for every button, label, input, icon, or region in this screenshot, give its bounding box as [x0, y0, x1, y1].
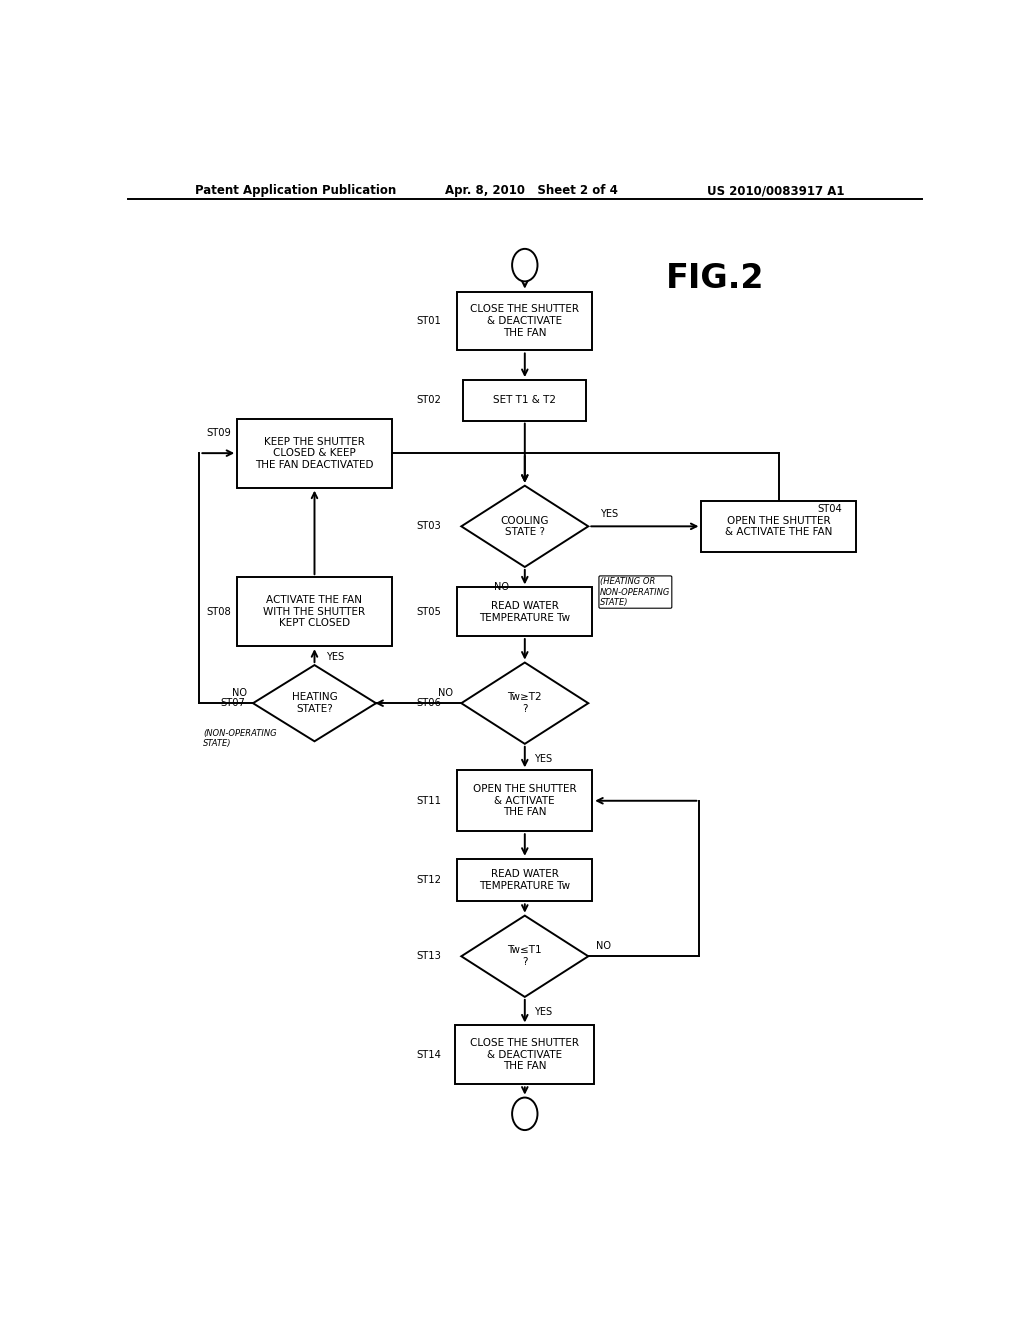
Text: ST04: ST04 — [817, 504, 842, 513]
Polygon shape — [461, 663, 588, 744]
Text: READ WATER
TEMPERATURE Tw: READ WATER TEMPERATURE Tw — [479, 870, 570, 891]
Text: NO: NO — [494, 582, 509, 593]
Text: ST14: ST14 — [417, 1049, 441, 1060]
Text: FIG.2: FIG.2 — [666, 261, 765, 294]
Text: Tw≤T1
?: Tw≤T1 ? — [508, 945, 542, 968]
Text: ST08: ST08 — [207, 607, 231, 616]
Text: ST09: ST09 — [206, 428, 231, 438]
Text: Apr. 8, 2010   Sheet 2 of 4: Apr. 8, 2010 Sheet 2 of 4 — [445, 185, 618, 198]
Text: YES: YES — [535, 754, 553, 764]
Polygon shape — [461, 916, 588, 997]
Text: Patent Application Publication: Patent Application Publication — [196, 185, 396, 198]
Text: ST12: ST12 — [417, 875, 441, 884]
FancyBboxPatch shape — [458, 587, 592, 636]
Text: (NON-OPERATING
STATE): (NON-OPERATING STATE) — [204, 729, 278, 748]
FancyBboxPatch shape — [238, 418, 392, 487]
FancyBboxPatch shape — [458, 859, 592, 902]
Text: OPEN THE SHUTTER
& ACTIVATE THE FAN: OPEN THE SHUTTER & ACTIVATE THE FAN — [725, 516, 833, 537]
Text: HEATING
STATE?: HEATING STATE? — [292, 693, 337, 714]
Text: ST05: ST05 — [417, 607, 441, 616]
Text: ST11: ST11 — [417, 796, 441, 805]
FancyBboxPatch shape — [463, 380, 587, 421]
Text: ST01: ST01 — [417, 315, 441, 326]
FancyBboxPatch shape — [458, 292, 592, 351]
FancyBboxPatch shape — [701, 500, 856, 552]
Text: READ WATER
TEMPERATURE Tw: READ WATER TEMPERATURE Tw — [479, 601, 570, 623]
Text: ST06: ST06 — [417, 698, 441, 709]
Text: ST02: ST02 — [417, 395, 441, 405]
FancyBboxPatch shape — [458, 771, 592, 832]
Text: YES: YES — [535, 1007, 553, 1018]
Text: OPEN THE SHUTTER
& ACTIVATE
THE FAN: OPEN THE SHUTTER & ACTIVATE THE FAN — [473, 784, 577, 817]
Text: ST03: ST03 — [417, 521, 441, 532]
Text: CLOSE THE SHUTTER
& DEACTIVATE
THE FAN: CLOSE THE SHUTTER & DEACTIVATE THE FAN — [470, 1039, 580, 1072]
Text: Tw≥T2
?: Tw≥T2 ? — [508, 693, 542, 714]
Text: COOLING
STATE ?: COOLING STATE ? — [501, 516, 549, 537]
Polygon shape — [253, 665, 376, 742]
Text: NO: NO — [438, 688, 454, 698]
Text: ACTIVATE THE FAN
WITH THE SHUTTER
KEPT CLOSED: ACTIVATE THE FAN WITH THE SHUTTER KEPT C… — [263, 595, 366, 628]
Polygon shape — [461, 486, 588, 568]
FancyBboxPatch shape — [456, 1026, 594, 1084]
Text: ST13: ST13 — [417, 952, 441, 961]
Text: NO: NO — [596, 941, 611, 952]
Circle shape — [512, 1097, 538, 1130]
Text: SET T1 & T2: SET T1 & T2 — [494, 395, 556, 405]
Text: YES: YES — [327, 652, 344, 661]
Text: KEEP THE SHUTTER
CLOSED & KEEP
THE FAN DEACTIVATED: KEEP THE SHUTTER CLOSED & KEEP THE FAN D… — [255, 437, 374, 470]
Circle shape — [512, 249, 538, 281]
Text: YES: YES — [600, 510, 618, 519]
Text: ST07: ST07 — [220, 698, 246, 709]
Text: US 2010/0083917 A1: US 2010/0083917 A1 — [708, 185, 845, 198]
FancyBboxPatch shape — [238, 577, 392, 647]
Text: NO: NO — [231, 688, 247, 698]
Text: CLOSE THE SHUTTER
& DEACTIVATE
THE FAN: CLOSE THE SHUTTER & DEACTIVATE THE FAN — [470, 305, 580, 338]
Text: (HEATING OR
NON-OPERATING
STATE): (HEATING OR NON-OPERATING STATE) — [600, 577, 671, 607]
